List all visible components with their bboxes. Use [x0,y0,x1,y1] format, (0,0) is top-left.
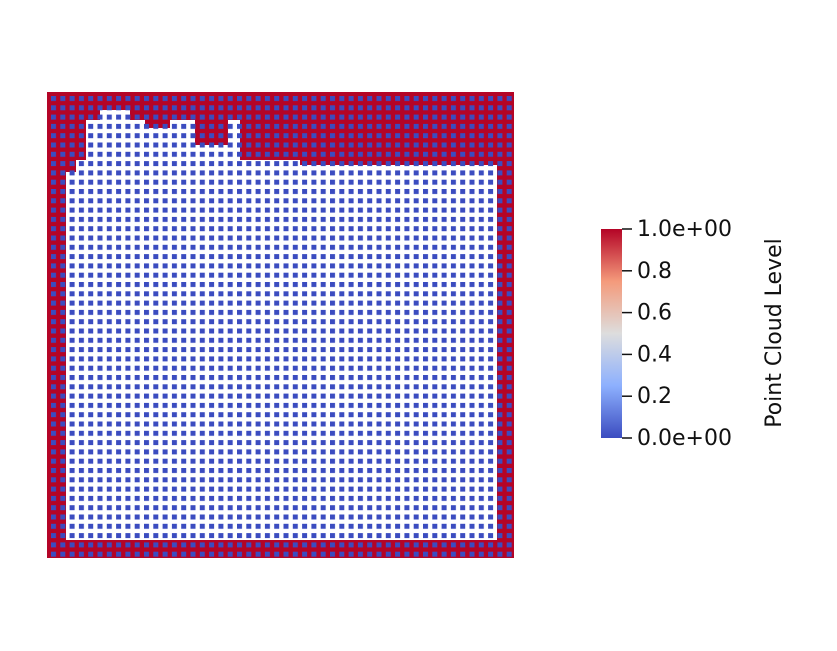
tick-label: 0.6 [637,301,672,326]
tick-label: 0.2 [637,384,672,409]
color-bar [601,229,622,438]
tick-label: 0.0e+00 [637,426,732,451]
color-legend: Point Cloud Level 1.0e+00 0.8 0.6 0.4 0.2 0.0… [601,217,787,451]
point-cloud [47,92,514,558]
color-legend-title: Point Cloud Level [762,238,787,428]
tick-label: 0.4 [637,342,672,367]
points [47,92,514,558]
tick-label: 1.0e+00 [637,217,732,242]
tick-label: 0.8 [637,259,672,284]
